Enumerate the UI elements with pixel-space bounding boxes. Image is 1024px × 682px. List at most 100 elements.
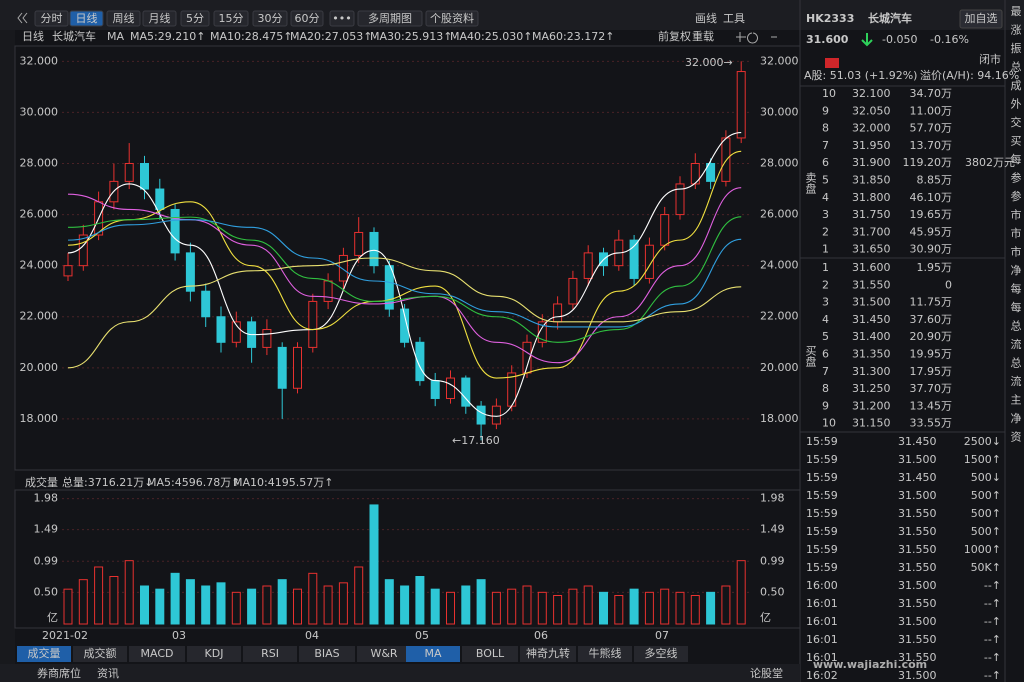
tab[interactable] bbox=[17, 646, 71, 662]
period-button[interactable] bbox=[329, 10, 355, 27]
status: 闭市 bbox=[979, 52, 1001, 66]
add-button[interactable] bbox=[959, 9, 1003, 29]
tab[interactable] bbox=[578, 646, 632, 662]
candle-body bbox=[721, 137, 731, 182]
tab-label[interactable]: KDJ bbox=[205, 647, 224, 660]
buy-volume: 1.95万 bbox=[917, 261, 953, 274]
candle-body bbox=[63, 265, 73, 277]
tab[interactable] bbox=[299, 646, 355, 662]
bottom-tab[interactable]: 资讯 bbox=[97, 667, 119, 680]
trade-price: 31.500 bbox=[898, 489, 937, 502]
sell-price: 31.900 bbox=[852, 156, 891, 169]
tab[interactable] bbox=[187, 646, 241, 662]
volume-bar bbox=[690, 595, 700, 625]
level: 3 bbox=[822, 208, 829, 221]
trade-time: 16:01 bbox=[806, 633, 838, 646]
tab[interactable] bbox=[129, 646, 185, 662]
buy-volume: 17.95万 bbox=[910, 365, 953, 378]
y-tick-label: 26.000 bbox=[20, 208, 59, 221]
tab-label[interactable]: W&R bbox=[370, 647, 397, 660]
tab[interactable] bbox=[634, 646, 688, 662]
y-tick-label: 0.99 bbox=[34, 554, 59, 567]
candle-body bbox=[476, 405, 486, 425]
tab-label[interactable]: 多空线 bbox=[645, 646, 678, 660]
y-tick-label: 1.98 bbox=[34, 492, 59, 505]
legend-entry: MA30:25.913↑ bbox=[370, 30, 452, 43]
tab-label[interactable]: BIAS bbox=[314, 647, 339, 660]
volume-bar bbox=[553, 595, 563, 625]
candle-body bbox=[644, 244, 654, 279]
tab[interactable] bbox=[520, 646, 576, 662]
trade-price: 31.550 bbox=[898, 633, 937, 646]
tab[interactable] bbox=[462, 646, 518, 662]
period-button[interactable] bbox=[34, 10, 69, 27]
change-pct: -0.16% bbox=[930, 33, 969, 46]
y-tick-label: 32.000 bbox=[20, 54, 59, 67]
tab-label[interactable]: MA bbox=[424, 647, 441, 660]
tab-label[interactable]: 成交额 bbox=[84, 646, 117, 660]
tab[interactable] bbox=[406, 646, 460, 662]
period-button[interactable] bbox=[290, 10, 324, 27]
buy-price: 31.350 bbox=[852, 348, 891, 361]
tool-label[interactable]: 工具 bbox=[723, 12, 745, 25]
candle-body bbox=[155, 188, 165, 210]
x-tick-label: 07 bbox=[655, 629, 669, 642]
premium: 溢价(A/H): 94.16% bbox=[920, 68, 1019, 82]
y-tick-label: 18.000 bbox=[20, 412, 59, 425]
level: 6 bbox=[822, 156, 829, 169]
bottom-tab[interactable]: 论股堂 bbox=[750, 666, 783, 680]
volume-bar bbox=[461, 585, 471, 625]
period-button[interactable] bbox=[69, 10, 104, 27]
level: 2 bbox=[822, 225, 829, 238]
y-tick-label-right: 0.50 bbox=[760, 585, 785, 598]
period-button[interactable] bbox=[252, 10, 288, 27]
candle-body bbox=[736, 71, 746, 139]
x-tick-label: 04 bbox=[305, 629, 319, 642]
trade-price: 31.500 bbox=[898, 453, 937, 466]
bottom-tab[interactable]: 券商席位 bbox=[37, 666, 81, 680]
volume-bar bbox=[415, 576, 425, 625]
back-icon[interactable] bbox=[17, 12, 28, 24]
tab-label[interactable]: 牛熊线 bbox=[589, 646, 622, 660]
trade-time: 15:59 bbox=[806, 471, 838, 484]
volume-bar bbox=[201, 585, 211, 625]
tab-label[interactable]: BOLL bbox=[476, 647, 505, 660]
tab-label[interactable]: 神奇九转 bbox=[526, 646, 570, 660]
side-label: 交 bbox=[1011, 115, 1022, 129]
add-label[interactable]: 加自选 bbox=[965, 12, 998, 25]
tool-label[interactable]: 画线 bbox=[695, 11, 717, 25]
period-label: 分时 bbox=[41, 12, 63, 25]
y-tick-label-right: 20.000 bbox=[760, 361, 799, 374]
y-tick-label: 1.49 bbox=[34, 523, 59, 536]
tab-label[interactable]: RSI bbox=[261, 647, 279, 660]
side-label: 主 bbox=[1011, 394, 1022, 407]
tab[interactable] bbox=[73, 646, 127, 662]
adjust: 前复权 bbox=[658, 29, 691, 43]
legend-entry: MA60:23.172↑ bbox=[532, 30, 614, 43]
sell-volume: 13.70万 bbox=[910, 139, 953, 152]
level: 3 bbox=[822, 296, 829, 309]
period-button[interactable] bbox=[357, 10, 423, 27]
tab[interactable] bbox=[243, 646, 297, 662]
tab-label[interactable]: MACD bbox=[141, 647, 174, 660]
sell-label: 卖盘 bbox=[804, 172, 817, 194]
period-button[interactable] bbox=[425, 10, 479, 27]
trade-time: 16:01 bbox=[806, 615, 838, 628]
tab[interactable] bbox=[357, 646, 411, 662]
volume-bar bbox=[94, 566, 104, 625]
tab-label[interactable]: 成交量 bbox=[28, 646, 61, 660]
period-button[interactable] bbox=[213, 10, 249, 27]
y-tick-label-right: 26.000 bbox=[760, 208, 799, 221]
period-button[interactable] bbox=[180, 10, 210, 27]
trade-price: 31.550 bbox=[898, 597, 937, 610]
trade-volume: 2500↓ bbox=[964, 435, 1001, 448]
candle-body bbox=[629, 239, 639, 279]
volume-legend: MA5:4596.78万↑ bbox=[147, 476, 240, 489]
volume-bar bbox=[476, 579, 486, 625]
trade-volume: --↑ bbox=[984, 669, 1001, 682]
side-label: 总 bbox=[1011, 356, 1022, 370]
period-button[interactable] bbox=[106, 10, 141, 27]
period-button[interactable] bbox=[142, 10, 177, 27]
trade-price: 31.550 bbox=[898, 561, 937, 574]
chart-icons[interactable] bbox=[736, 32, 777, 44]
